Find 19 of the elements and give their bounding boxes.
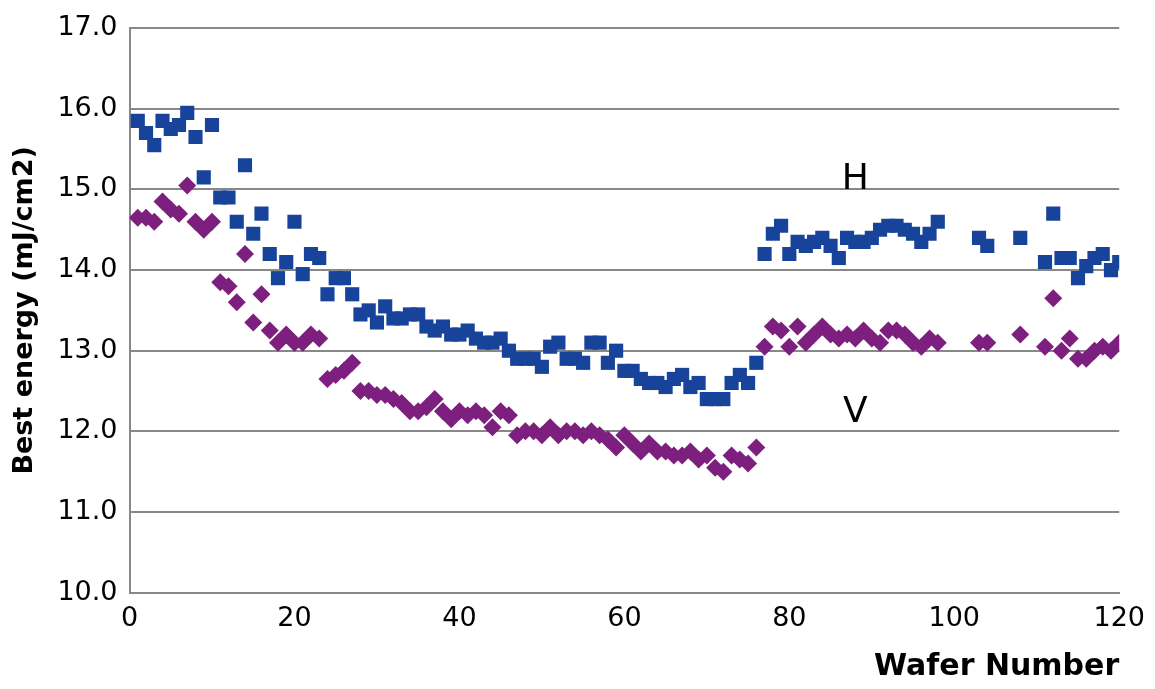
x-tick-label: 40 xyxy=(442,600,477,632)
y-tick-label: 11.0 xyxy=(57,493,118,525)
x-axis-title: Wafer Number xyxy=(873,646,1120,682)
y-tick-label: 15.0 xyxy=(57,171,118,203)
x-tick-label: 100 xyxy=(928,600,981,632)
x-tick-label: 60 xyxy=(607,600,642,632)
x-tick-label: 120 xyxy=(1093,600,1146,632)
y-tick-label: 16.0 xyxy=(57,90,118,122)
y-tick-label: 14.0 xyxy=(57,252,118,284)
y-tick-label: 10.0 xyxy=(57,574,118,606)
x-tick-label: 20 xyxy=(277,600,312,632)
x-tick-label: 0 xyxy=(120,600,139,632)
series-label: H xyxy=(841,156,869,198)
x-tick-label: 80 xyxy=(772,600,807,632)
series-label: V xyxy=(842,388,868,430)
y-tick-label: 17.0 xyxy=(57,10,118,42)
y-tick-label: 13.0 xyxy=(57,332,118,364)
y-axis-title: Best energy (mJ/cm2) xyxy=(7,146,39,475)
y-tick-label: 12.0 xyxy=(57,413,118,445)
